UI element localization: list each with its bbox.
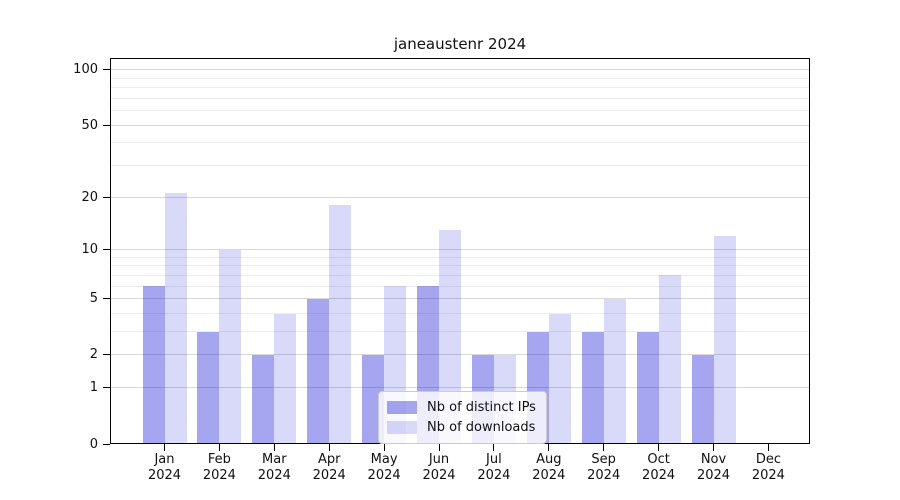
legend-item: Nb of downloads bbox=[387, 417, 536, 437]
x-tick-label: May 2024 bbox=[367, 452, 401, 483]
bar-downloads bbox=[713, 236, 736, 444]
chart-title: janeaustenr 2024 bbox=[393, 35, 527, 53]
x-tick bbox=[383, 444, 385, 451]
x-tick-label: Nov 2024 bbox=[696, 452, 731, 483]
gridline-major bbox=[110, 298, 810, 300]
x-tick bbox=[273, 444, 275, 451]
bar-downloads bbox=[274, 313, 297, 444]
x-tick-label: Jul 2024 bbox=[477, 452, 511, 483]
gridline-minor bbox=[110, 142, 810, 144]
gridline-minor bbox=[110, 110, 810, 112]
gridline-minor bbox=[110, 87, 810, 89]
x-tick bbox=[603, 444, 605, 451]
y-tick bbox=[103, 124, 110, 126]
x-tick bbox=[713, 444, 714, 451]
y-tick bbox=[103, 69, 110, 71]
bar-downloads bbox=[548, 313, 571, 444]
gridline-minor bbox=[110, 274, 810, 276]
bar-distinct-ips bbox=[252, 354, 275, 444]
gridline-minor bbox=[110, 77, 810, 79]
y-tick-label: 10 bbox=[81, 242, 98, 258]
y-tick-label: 100 bbox=[73, 62, 98, 78]
legend-item: Nb of distinct IPs bbox=[387, 397, 536, 417]
bar-downloads bbox=[603, 298, 626, 444]
x-tick bbox=[548, 444, 550, 451]
y-tick bbox=[103, 443, 110, 445]
y-tick-label: 1 bbox=[89, 380, 98, 396]
gridline-major bbox=[110, 249, 810, 251]
bar-distinct-ips bbox=[142, 286, 165, 444]
x-tick-label: Apr 2024 bbox=[312, 452, 346, 483]
x-tick bbox=[767, 444, 769, 451]
gridline-minor bbox=[110, 265, 810, 267]
bar-distinct-ips bbox=[581, 331, 604, 444]
y-tick bbox=[103, 196, 110, 198]
y-tick-label: 2 bbox=[89, 347, 98, 363]
x-tick-label: Dec 2024 bbox=[751, 452, 785, 483]
bar-downloads bbox=[439, 230, 461, 444]
x-tick-label: Mar 2024 bbox=[257, 452, 291, 483]
x-tick bbox=[218, 444, 220, 451]
x-tick-label: Aug 2024 bbox=[532, 452, 566, 483]
x-tick-label: Jun 2024 bbox=[422, 452, 456, 483]
x-tick bbox=[493, 444, 495, 451]
bar-distinct-ips bbox=[307, 298, 330, 444]
legend: Nb of distinct IPs Nb of downloads bbox=[378, 391, 547, 444]
y-tick-label: 5 bbox=[89, 291, 98, 307]
y-tick-label: 50 bbox=[81, 117, 98, 133]
y-tick-label: 20 bbox=[81, 189, 98, 205]
y-tick bbox=[103, 298, 110, 300]
gridline-minor bbox=[110, 165, 810, 167]
gridline-major bbox=[110, 354, 810, 356]
x-tick bbox=[328, 444, 330, 451]
gridline-minor bbox=[110, 256, 810, 258]
y-tick bbox=[103, 387, 110, 389]
x-tick bbox=[438, 444, 440, 451]
gridline-major bbox=[110, 69, 810, 71]
gridline-minor bbox=[110, 331, 810, 333]
bar-distinct-ips bbox=[197, 331, 220, 444]
bar-downloads bbox=[329, 205, 352, 444]
legend-swatch-downloads bbox=[387, 420, 417, 434]
x-tick-label: Jan 2024 bbox=[147, 452, 182, 483]
y-tick-label: 0 bbox=[89, 436, 98, 452]
y-tick bbox=[103, 354, 110, 356]
y-tick bbox=[103, 249, 110, 251]
bar-downloads bbox=[658, 275, 681, 444]
x-tick bbox=[658, 444, 660, 451]
gridline-major bbox=[110, 387, 810, 389]
gridline-minor bbox=[110, 97, 810, 99]
gridline-minor bbox=[110, 313, 810, 315]
legend-swatch-distinct-ips bbox=[387, 400, 417, 414]
bar-downloads bbox=[164, 193, 187, 444]
gridline-major bbox=[110, 124, 810, 126]
x-tick bbox=[164, 444, 165, 451]
legend-label: Nb of downloads bbox=[427, 419, 536, 435]
bar-distinct-ips bbox=[636, 331, 659, 444]
x-tick-label: Sep 2024 bbox=[587, 452, 621, 483]
gridline-major bbox=[110, 196, 810, 198]
gridline-minor bbox=[110, 285, 810, 287]
x-tick-label: Feb 2024 bbox=[202, 452, 236, 483]
bar-downloads bbox=[219, 249, 242, 444]
bar-distinct-ips bbox=[691, 354, 714, 444]
legend-label: Nb of distinct IPs bbox=[427, 399, 536, 415]
x-tick-label: Oct 2024 bbox=[642, 452, 676, 483]
